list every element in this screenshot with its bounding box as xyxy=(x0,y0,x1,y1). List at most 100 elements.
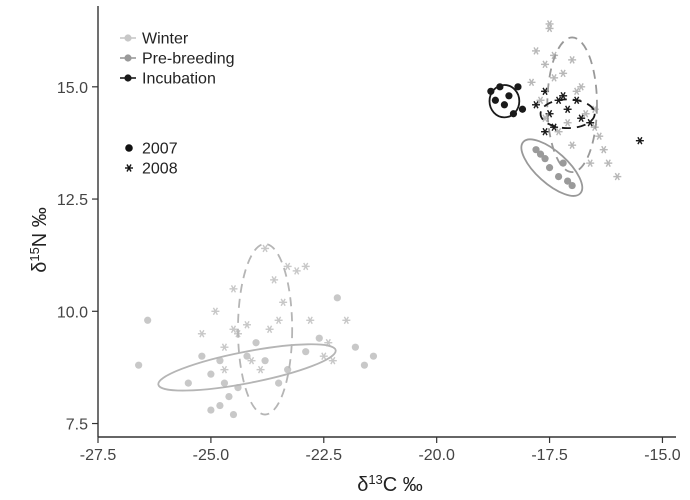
legend-year-label: 2008 xyxy=(142,161,178,178)
point-incubation-2008 xyxy=(559,91,568,100)
asterisk-stroke xyxy=(271,276,277,284)
asterisk-stroke xyxy=(587,159,593,167)
ticks-layer: -27.5 -25.0 -22.5 -20.0 -17.5 -15.0 7.5 10.0 12.… xyxy=(57,80,681,464)
point-winter-2007 xyxy=(216,357,224,365)
asterisk-stroke xyxy=(578,82,584,91)
point-pre-breeding-2007 xyxy=(532,146,540,154)
asterisk-stroke xyxy=(276,316,282,325)
point-incubation-2007 xyxy=(518,105,527,113)
point-pre-breeding-2008 xyxy=(536,96,545,105)
asterisk-stroke xyxy=(285,262,291,271)
ellipse-winter-2008 xyxy=(237,243,294,416)
point-winter-2008 xyxy=(306,316,315,325)
point-winter-2008 xyxy=(261,244,270,253)
legend-marker xyxy=(124,74,132,82)
asterisk-stroke xyxy=(574,87,580,96)
asterisk-stroke xyxy=(212,307,219,316)
asterisk-stroke xyxy=(230,325,237,334)
point-incubation-2008 xyxy=(563,105,572,114)
legend-label: Incubation xyxy=(142,71,216,88)
asterisk-stroke xyxy=(551,123,557,132)
point-pre-breeding-2008 xyxy=(554,127,563,136)
point-winter-2008 xyxy=(211,307,220,316)
x-tick-label: -27.5 xyxy=(80,447,117,464)
asterisk-stroke xyxy=(637,136,643,145)
point-pre-breeding-2007 xyxy=(554,173,563,181)
asterisk-stroke xyxy=(542,127,548,136)
point-incubation-2007 xyxy=(505,92,513,100)
point-incubation-2007 xyxy=(514,83,522,91)
asterisk-stroke xyxy=(303,262,309,271)
asterisk-stroke xyxy=(126,164,132,172)
asterisk-stroke xyxy=(546,20,553,28)
asterisk-stroke xyxy=(199,329,205,338)
point-winter-2007 xyxy=(144,316,152,324)
legend: Winter Pre-breeding Incubation 2007 2008 xyxy=(120,31,235,178)
point-winter-2008 xyxy=(256,365,265,374)
point-pre-breeding-2008 xyxy=(550,51,559,60)
asterisk-stroke xyxy=(569,141,575,149)
asterisk-stroke xyxy=(528,78,535,87)
point-winter-2007 xyxy=(333,294,341,302)
asterisk-stroke xyxy=(533,100,539,109)
marks-layer xyxy=(135,20,644,419)
point-pre-breeding-2008 xyxy=(568,141,577,149)
point-pre-breeding-2008 xyxy=(559,69,568,78)
point-winter-2008 xyxy=(301,262,310,271)
asterisk-stroke xyxy=(266,325,273,334)
asterisk-stroke xyxy=(321,352,327,361)
asterisk-stroke xyxy=(307,316,313,325)
point-winter-2008 xyxy=(270,276,279,284)
y-axis-title: δ15N ‰ xyxy=(27,207,52,273)
asterisk-stroke xyxy=(551,74,557,82)
point-winter-2008 xyxy=(229,285,238,293)
point-winter-2007 xyxy=(198,352,206,360)
point-winter-2007 xyxy=(207,406,215,414)
point-pre-breeding-2007 xyxy=(568,181,576,190)
point-winter-2007 xyxy=(275,379,283,387)
asterisk-stroke xyxy=(294,267,300,275)
point-pre-breeding-2008 xyxy=(563,118,572,127)
legend-label: Pre-breeding xyxy=(142,51,235,68)
point-winter-2007 xyxy=(225,392,233,401)
asterisk-stroke xyxy=(605,159,611,167)
point-incubation-2008 xyxy=(577,114,586,123)
point-winter-2008 xyxy=(274,316,283,325)
asterisk-stroke xyxy=(614,172,620,181)
point-winter-2008 xyxy=(279,298,288,307)
point-winter-2007 xyxy=(302,348,310,356)
asterisk-stroke xyxy=(560,69,566,78)
point-winter-2008 xyxy=(229,325,238,334)
point-pre-breeding-2008 xyxy=(613,172,622,181)
point-pre-breeding-2008 xyxy=(581,109,590,118)
asterisk-stroke xyxy=(560,91,566,100)
ellipse-winter-2007 xyxy=(157,343,337,392)
asterisk-stroke xyxy=(565,118,571,127)
point-pre-breeding-2008 xyxy=(577,82,586,91)
point-pre-breeding-2007 xyxy=(564,177,572,185)
legend-year-marker xyxy=(125,144,133,152)
y-tick-label: 7.5 xyxy=(66,417,88,434)
legend-marker xyxy=(124,34,132,42)
asterisk-stroke xyxy=(555,127,562,136)
point-pre-breeding-2008 xyxy=(599,145,608,154)
legend-marker xyxy=(124,54,132,62)
asterisk-stroke xyxy=(569,56,575,64)
asterisk-stroke xyxy=(257,365,264,374)
asterisk-stroke xyxy=(542,87,548,96)
point-winter-2007 xyxy=(135,361,143,369)
point-winter-2008 xyxy=(292,267,301,275)
asterisk-stroke xyxy=(221,365,228,374)
point-pre-breeding-2008 xyxy=(550,74,559,82)
point-winter-2007 xyxy=(252,339,260,347)
point-pre-breeding-2008 xyxy=(541,60,550,69)
point-pre-breeding-2008 xyxy=(568,56,577,64)
point-pre-breeding-2008 xyxy=(527,78,536,87)
point-winter-2008 xyxy=(265,325,274,334)
point-winter-2007 xyxy=(229,410,238,419)
point-winter-2007 xyxy=(261,357,269,365)
point-pre-breeding-2007 xyxy=(541,155,549,163)
point-incubation-2007 xyxy=(487,87,495,95)
point-pre-breeding-2008 xyxy=(586,159,595,167)
